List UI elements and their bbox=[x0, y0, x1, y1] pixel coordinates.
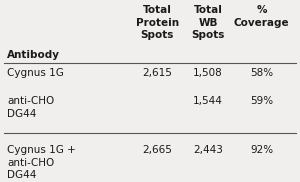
Text: 59%: 59% bbox=[250, 96, 273, 106]
Text: 92%: 92% bbox=[250, 145, 273, 155]
Text: Cygnus 1G: Cygnus 1G bbox=[7, 68, 64, 78]
Text: 2,615: 2,615 bbox=[142, 68, 172, 78]
Text: Total
WB
Spots: Total WB Spots bbox=[191, 5, 225, 40]
Text: 1,508: 1,508 bbox=[193, 68, 223, 78]
Text: anti-CHO
DG44: anti-CHO DG44 bbox=[7, 96, 55, 119]
Text: 2,665: 2,665 bbox=[142, 145, 172, 155]
Text: Total
Protein
Spots: Total Protein Spots bbox=[136, 5, 179, 40]
Text: Antibody: Antibody bbox=[7, 50, 60, 60]
Text: Cygnus 1G +
anti-CHO
DG44: Cygnus 1G + anti-CHO DG44 bbox=[7, 145, 76, 180]
Text: 2,443: 2,443 bbox=[193, 145, 223, 155]
Text: 58%: 58% bbox=[250, 68, 273, 78]
Text: %
Coverage: % Coverage bbox=[234, 5, 289, 28]
Text: 1,544: 1,544 bbox=[193, 96, 223, 106]
